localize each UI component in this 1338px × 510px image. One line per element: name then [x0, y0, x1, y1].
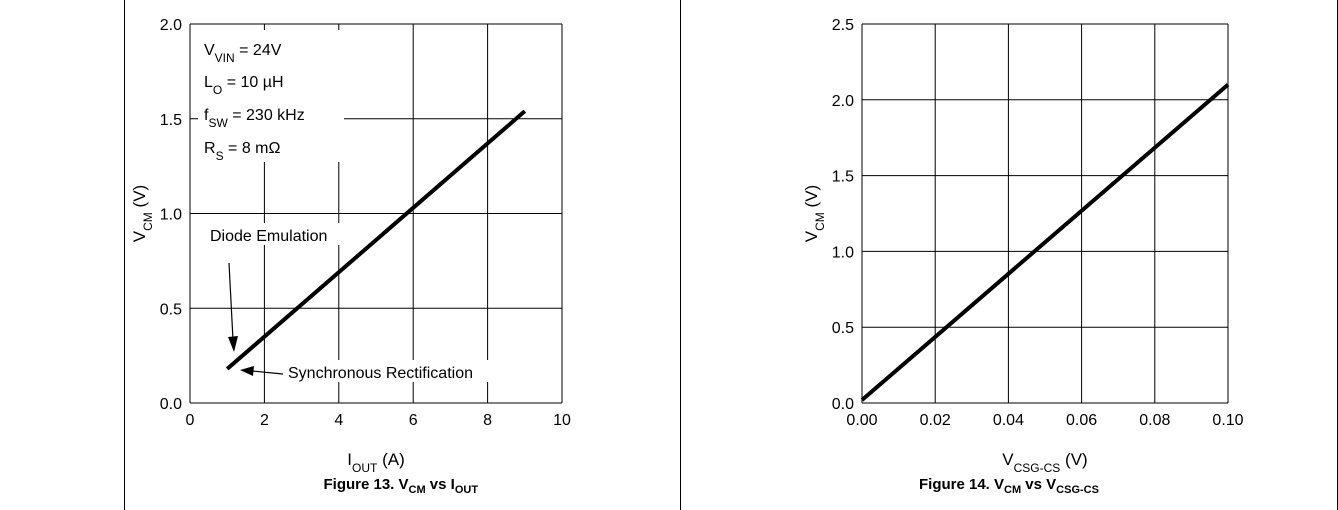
diode-arrow-head — [228, 336, 238, 352]
condition-sub: S — [216, 149, 224, 163]
fig14-y-axis-label-unit: (V) — [802, 185, 821, 212]
fig14-x-tick: 0.00 — [846, 412, 877, 429]
fig14-x-tick: 0.10 — [1212, 412, 1243, 429]
diode-arrow-shaft — [228, 262, 234, 341]
fig14-y-axis-label: VCM (V) — [802, 185, 827, 242]
synchronous-rectification-label: Synchronous Rectification — [288, 365, 473, 382]
fig13-x-axis-label: IOUT (A) — [347, 450, 404, 475]
fig13-x-tick: 2 — [260, 412, 269, 429]
condition-rest: = 10 µH — [222, 74, 283, 91]
fig13-y-axis-label-sub: CM — [141, 212, 155, 231]
figure-13-panel — [124, 0, 681, 510]
condition-rest: = 8 mΩ — [224, 140, 281, 157]
fig13-y-tick: 0.0 — [160, 396, 182, 413]
sync-arrow-shaft — [251, 370, 284, 375]
condition-main: R — [204, 140, 216, 157]
fig14-x-axis-label-main: V — [1002, 450, 1014, 469]
condition-sub: O — [213, 83, 222, 97]
fig13-y-axis-label-unit: (V) — [130, 185, 149, 212]
condition-main: L — [204, 74, 213, 91]
condition-sub: SW — [208, 116, 228, 130]
sync-arrow-head — [240, 366, 254, 376]
fig13-x-axis-label-unit: (A) — [377, 450, 404, 469]
condition-main: f — [204, 107, 209, 124]
diode-emulation-label: Diode Emulation — [210, 228, 327, 245]
fig14-y-axis-label-main: V — [802, 230, 821, 242]
fig13-x-tick: 4 — [334, 412, 343, 429]
fig13-x-axis-label-sub: OUT — [352, 461, 378, 475]
fig14-x-tick: 0.06 — [1066, 412, 1097, 429]
fig14-x-tick: 0.04 — [993, 412, 1024, 429]
fig14-series-line — [860, 83, 1230, 402]
sync-label-backdrop — [284, 360, 528, 382]
conditions-backdrop — [198, 30, 344, 162]
fig14-y-tick: 1.5 — [832, 169, 854, 186]
fig14-x-axis-label-unit: (V) — [1060, 450, 1087, 469]
fig13-y-tick: 1.5 — [160, 112, 182, 129]
fig13-y-tick: 1.0 — [160, 207, 182, 224]
fig13-y-axis-label-main: V — [130, 230, 149, 242]
fig14-y-tick: 2.5 — [832, 17, 854, 34]
fig14-y-axis-label-sub: CM — [813, 212, 827, 231]
condition-text: fSW = 230 kHz — [204, 107, 305, 130]
condition-text: LO = 10 µH — [204, 74, 284, 97]
figure-14-caption: Figure 14. VCM vs VCSG-CS — [919, 476, 1099, 496]
condition-sub: VIN — [215, 51, 235, 65]
fig14-y-tick: 1.0 — [832, 244, 854, 261]
condition-rest: = 230 kHz — [228, 107, 305, 124]
fig14-y-tick: 2.0 — [832, 93, 854, 110]
fig14-y-tick: 0.5 — [832, 320, 854, 337]
condition-text: VVIN = 24V — [204, 42, 282, 65]
fig13-y-tick: 0.5 — [160, 301, 182, 318]
fig13-y-tick: 2.0 — [160, 17, 182, 34]
fig13-x-axis-label-main: I — [347, 450, 352, 469]
fig13-x-tick: 8 — [483, 412, 492, 429]
fig14-x-axis-label-sub: CSG-CS — [1014, 461, 1061, 475]
fig13-x-tick: 0 — [186, 412, 195, 429]
fig14-x-tick: 0.08 — [1139, 412, 1170, 429]
fig14-x-axis-label: VCSG-CS (V) — [1002, 450, 1087, 475]
fig13-y-axis-label: VCM (V) — [130, 185, 155, 242]
condition-main: V — [204, 42, 215, 59]
condition-rest: = 24V — [235, 42, 282, 59]
fig14-x-tick: 0.02 — [920, 412, 951, 429]
fig13-x-tick: 10 — [553, 412, 571, 429]
fig14-y-tick: 0.0 — [832, 396, 854, 413]
condition-text: RS = 8 mΩ — [204, 140, 280, 163]
fig13-x-tick: 6 — [409, 412, 418, 429]
diode-label-backdrop — [206, 223, 366, 245]
figure-13-caption: Figure 13. VCM vs IOUT — [323, 476, 479, 496]
fig13-series-line — [225, 109, 527, 371]
